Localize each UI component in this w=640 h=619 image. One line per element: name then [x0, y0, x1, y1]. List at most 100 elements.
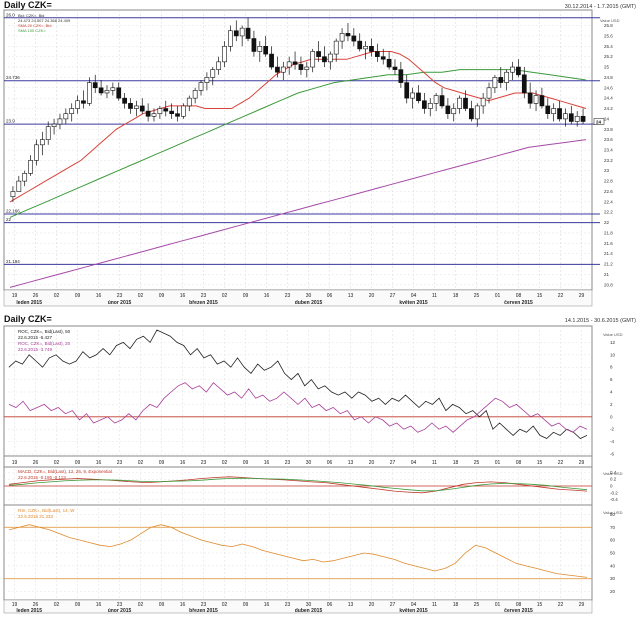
price-x-day-tick: 16 [264, 293, 270, 299]
price-x-day-tick: 02 [222, 293, 228, 299]
macd-series-line [8, 477, 588, 492]
candle-body [469, 108, 474, 120]
candle-body [151, 113, 157, 117]
candle-body [228, 30, 233, 47]
candle-body [286, 61, 292, 68]
candle-body [298, 64, 304, 70]
x-day-tick: 27 [390, 460, 396, 466]
x-day-tick: 18 [453, 460, 459, 466]
x-day-tick: 02 [54, 602, 60, 608]
x-day-tick: 16 [264, 460, 270, 466]
roc-y-tick: -4 [610, 439, 614, 444]
candle-body [216, 61, 222, 70]
roc-panel-frame [3, 325, 593, 457]
x-day-tick: 26 [33, 460, 39, 466]
candle-body [45, 126, 51, 140]
x-day-tick: 18 [453, 602, 459, 608]
x-month-label: březen 2015 [189, 608, 218, 614]
horizontal-level-label: 22 [6, 217, 12, 222]
candle-body [204, 77, 210, 83]
price-x-day-tick: 09 [159, 293, 165, 299]
candle-body [416, 92, 421, 102]
price-y-tick: 22.4 [604, 199, 613, 204]
roc-y-tick: 2 [610, 402, 613, 407]
price-y-tick: 22 [604, 220, 610, 225]
candle-body [139, 105, 145, 112]
candle-body [527, 92, 533, 104]
candle-body [357, 40, 363, 50]
x-day-tick: 20 [369, 460, 375, 466]
x-month-label: duben 2015 [295, 608, 323, 614]
x-day-tick: 08 [516, 602, 522, 608]
candle-body [51, 123, 57, 127]
x-day-tick: 15 [537, 460, 543, 466]
x-day-tick: 16 [180, 602, 186, 608]
candle-body [28, 160, 33, 174]
price-x-day-tick: 19 [12, 293, 18, 299]
candle-body [516, 66, 521, 76]
price-y-tick: 25.8 [604, 23, 613, 28]
candle-body [16, 180, 22, 192]
candle-body [386, 58, 392, 68]
candle-body [369, 45, 374, 52]
x-day-tick: 19 [12, 602, 18, 608]
price-y-tick: 23.4 [604, 148, 613, 153]
candle-body [304, 66, 310, 70]
x-day-tick: 13 [348, 602, 354, 608]
candle-body [339, 33, 345, 42]
x-day-tick: 08 [516, 460, 522, 466]
price-x-day-tick: 08 [516, 293, 522, 299]
price-x-day-tick: 09 [75, 293, 81, 299]
candle-body [316, 51, 321, 57]
candle-body [269, 53, 274, 68]
x-day-tick: 25 [474, 602, 480, 608]
roc-y-tick: -6 [610, 452, 614, 457]
candle-body [457, 97, 462, 109]
candle-body [169, 110, 174, 115]
candle-body [363, 45, 368, 50]
rsi-panel-frame [3, 504, 593, 601]
candle-body [163, 108, 169, 112]
candle-body [263, 45, 269, 55]
macd-y-tick: 0 [610, 484, 613, 489]
candle-body [92, 82, 98, 89]
x-day-tick: 25 [474, 460, 480, 466]
rsi-y-tick: 20 [610, 589, 616, 594]
candle-body [210, 69, 216, 78]
price-x-day-tick: 23 [117, 293, 123, 299]
candle-body [233, 30, 239, 37]
price-y-tick: 25 [604, 65, 610, 70]
candle-body [510, 66, 515, 73]
x-day-tick: 09 [243, 602, 249, 608]
candle-body [22, 173, 28, 182]
sma-long-line [9, 139, 587, 288]
candle-body [574, 115, 580, 122]
candle-body [34, 144, 39, 161]
x-day-tick: 09 [243, 460, 249, 466]
x-day-tick: 09 [75, 602, 81, 608]
x-day-tick: 16 [180, 460, 186, 466]
candle-body [551, 108, 557, 115]
price-y-tick: 24.4 [604, 96, 613, 101]
price-y-tick: 21.2 [604, 262, 613, 267]
rsi-series-line [8, 524, 588, 578]
horizontal-level-label: 24.736 [6, 75, 20, 80]
price-y-tick: 24 [604, 116, 610, 121]
candle-body [39, 139, 45, 146]
x-day-tick: 04 [411, 602, 417, 608]
candle-body [333, 40, 339, 55]
price-y-tick: 24.6 [604, 85, 613, 90]
roc-lines [8, 329, 588, 439]
x-day-tick: 23 [201, 602, 207, 608]
indicator-chart-title: Daily CZK= [4, 314, 52, 324]
sma-20-line [9, 51, 587, 203]
candle-body [521, 74, 527, 94]
price-y-axis: 25.8 25.6 25.4 25.2 25 24.8 24.6 24.4 24.2 24 23.8… [604, 23, 613, 287]
price-y-tick: 21.6 [604, 241, 613, 246]
candle-body [222, 45, 227, 63]
indicator-x-axis: 19 26 02 09 16 23 02 09 16 23 02 09 16 23 30 06 13 20 27 04… [3, 599, 593, 614]
candle-body [98, 87, 104, 94]
x-day-tick: 22 [558, 460, 564, 466]
candle-body [239, 27, 245, 37]
price-x-day-tick: 23 [201, 293, 207, 299]
